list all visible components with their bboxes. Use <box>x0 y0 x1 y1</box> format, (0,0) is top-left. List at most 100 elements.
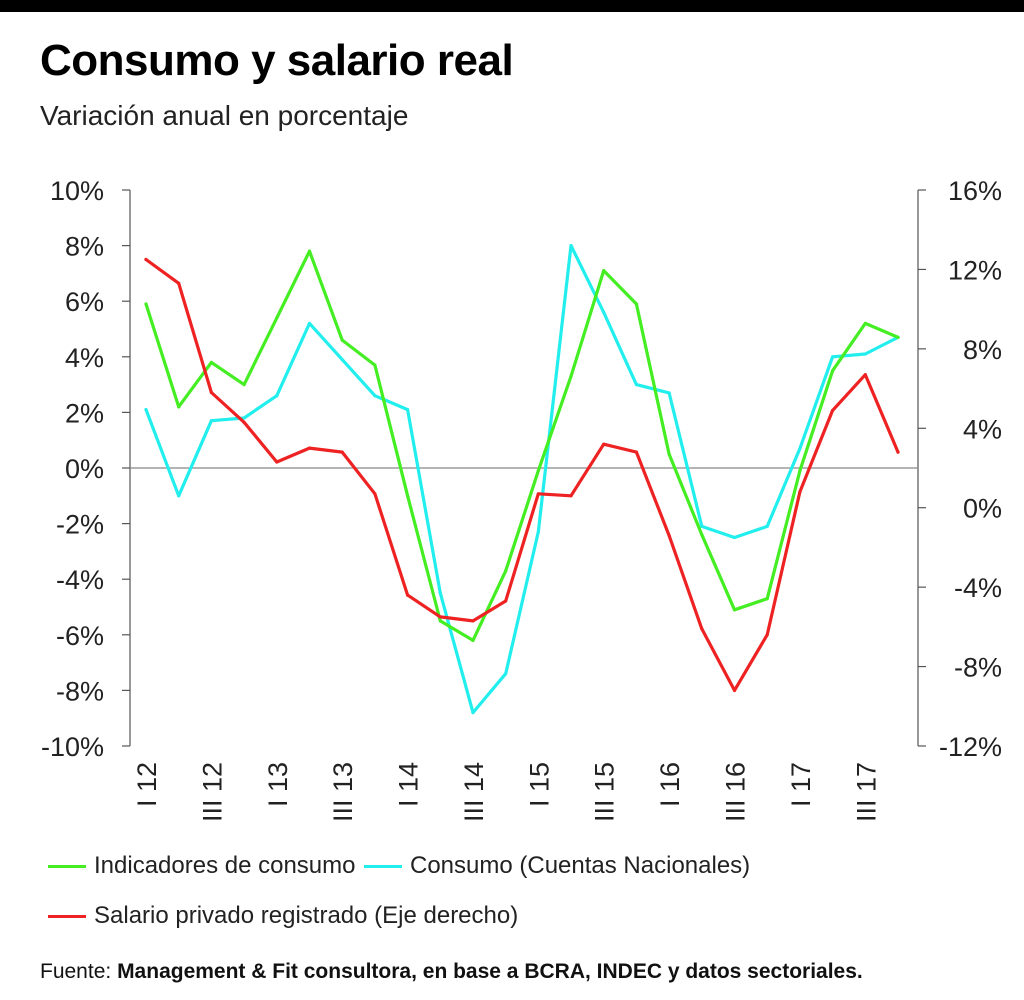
series-2-point <box>732 688 737 693</box>
legend-item-indicadores: Indicadores de consumo <box>48 852 356 880</box>
legend-label-salario: Salario privado registrado (Eje derecho) <box>94 902 519 929</box>
series-2-point <box>896 450 900 454</box>
series-1-point <box>373 394 377 398</box>
series-0-point <box>863 321 867 326</box>
series-2-point <box>307 446 312 450</box>
left-axis-tick-label: -4% <box>56 565 104 595</box>
x-axis-tick-label: III 16 <box>721 762 751 822</box>
series-1-point <box>863 352 867 356</box>
series-1-point <box>471 711 475 715</box>
legend-label-consumo: Consumo (Cuentas Nacionales) <box>410 852 751 879</box>
series-1-point <box>536 530 540 534</box>
series-0-point <box>275 316 279 320</box>
series-line-1 <box>144 244 900 715</box>
series-0-point <box>144 302 148 306</box>
chart-title: Consumo y salario real <box>40 36 514 85</box>
series-0-point <box>209 360 213 364</box>
left-axis-tick-label: 4% <box>65 343 104 373</box>
series-0-point <box>471 638 475 642</box>
series-1-point <box>275 394 279 398</box>
series-1-point <box>732 535 737 540</box>
series-0-point <box>667 452 671 456</box>
series-0-point <box>765 597 769 601</box>
series-1-point <box>700 524 704 528</box>
series-1-point <box>177 494 181 498</box>
series-0-point <box>700 533 704 537</box>
series-2-point <box>536 492 540 496</box>
series-0-point <box>634 302 639 306</box>
series-0-point <box>896 335 900 339</box>
series-0-point <box>373 363 377 367</box>
legend-item-salario: Salario privado registrado (Eje derecho) <box>48 902 518 930</box>
series-1-point <box>405 408 410 412</box>
chart: 10% 8% 6% 4% 2% 0% -2% -4% -6% -8% -10% 16% 12% 8% 4% 0… <box>41 176 1002 822</box>
series-1-point <box>765 524 769 528</box>
right-axis-tick-label: 0% <box>963 494 1002 524</box>
x-axis-tick-label: I 12 <box>132 762 162 807</box>
right-axis-tick-label: 16% <box>948 176 1002 206</box>
series-1-point <box>242 416 246 420</box>
series-1-point <box>602 310 606 314</box>
series-2-point <box>242 420 246 424</box>
series-2-point <box>667 533 671 538</box>
series-1-point <box>438 591 442 595</box>
x-axis-tick-label: III 13 <box>328 762 358 822</box>
top-bar <box>0 0 1024 12</box>
series-0-point <box>405 494 410 498</box>
series-1-point <box>340 357 344 362</box>
x-axis-tick-label: I 13 <box>263 762 293 807</box>
left-axis-tick-label: -6% <box>56 621 104 651</box>
series-2-point <box>569 494 573 498</box>
chart-subtitle: Variación anual en porcentaje <box>40 100 409 131</box>
series-2-point <box>863 373 867 377</box>
left-axis-tick-label: 0% <box>65 454 104 484</box>
source-prefix: Fuente: <box>40 960 118 983</box>
source-text: Management & Fit consultora, en base a B… <box>117 960 863 983</box>
x-axis-tick-label: I 16 <box>655 762 685 807</box>
series-0-point <box>798 469 802 473</box>
left-axis-tick-label: -10% <box>41 732 104 762</box>
series-0-point <box>340 338 344 342</box>
series-2-point <box>438 615 442 619</box>
series-2-point <box>373 492 377 496</box>
series-1-point <box>504 672 508 676</box>
legend-item-consumo: Consumo (Cuentas Nacionales) <box>364 852 750 880</box>
series-2-point <box>209 390 213 395</box>
source-note: Fuente: Management & Fit consultora, en … <box>40 960 863 984</box>
series-0-point <box>242 383 246 387</box>
series-0-point <box>438 619 442 623</box>
series-2-point <box>765 633 769 637</box>
series-0-point <box>307 249 312 253</box>
right-axis-tick-label: -4% <box>954 573 1002 603</box>
series-2-point <box>700 627 704 631</box>
x-axis-tick-label: I 15 <box>524 762 554 807</box>
x-axis-tick-label: I 14 <box>394 762 424 807</box>
left-axis-tick-label: 2% <box>65 398 104 428</box>
x-axis-tick-label: III 17 <box>851 762 881 822</box>
series-2-point <box>634 450 639 454</box>
series-2-point <box>471 619 475 623</box>
series-line-2 <box>144 257 900 693</box>
series-2-point <box>177 281 181 285</box>
series-1-point <box>798 446 802 451</box>
series-1-point <box>831 355 835 359</box>
series-2-point <box>602 442 606 446</box>
series-1-point <box>144 408 148 412</box>
x-axis-tick-label: I 17 <box>786 762 816 807</box>
right-axis-tick-label: 12% <box>948 255 1002 285</box>
series-2-point <box>504 599 508 603</box>
series-0-point <box>504 569 508 573</box>
left-axis-tick-label: 6% <box>65 287 104 317</box>
left-axis-tick-label: 8% <box>65 232 104 262</box>
series-0-point <box>569 374 573 378</box>
series-2-point <box>831 408 835 413</box>
left-axis-tick-label: 10% <box>50 176 104 206</box>
series-2-point <box>340 450 344 454</box>
series-0-point <box>602 269 606 273</box>
right-axis-tick-label: -12% <box>939 732 1002 762</box>
series-0-point <box>732 608 737 612</box>
legend-swatch-salario <box>48 914 86 918</box>
legend-label-indicadores: Indicadores de consumo <box>94 852 356 879</box>
series-0-point <box>536 469 540 473</box>
series-2-point <box>275 460 279 464</box>
